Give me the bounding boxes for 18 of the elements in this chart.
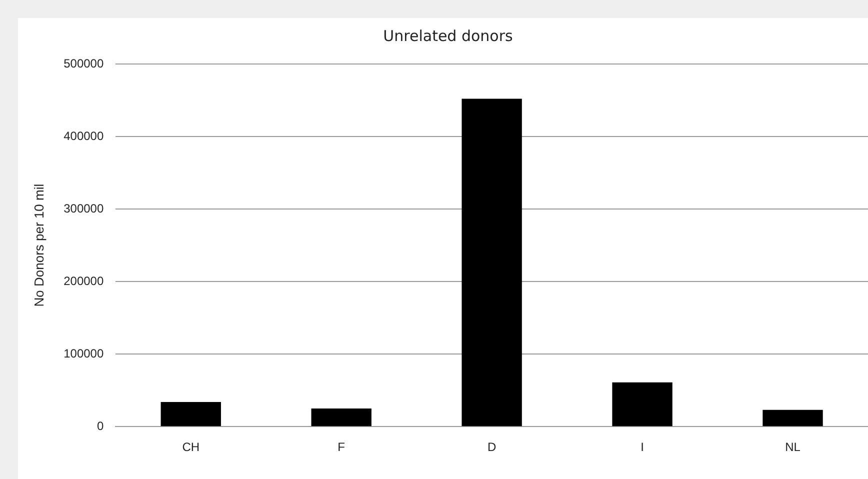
x-tick-label: I [640,440,644,454]
bar [160,402,221,426]
bar [462,98,522,426]
y-tick-label: 300000 [64,201,104,216]
y-tick-label: 200000 [64,274,104,288]
bar [612,382,672,426]
y-tick-label: 0 [96,418,104,433]
bar [311,408,372,426]
y-tick-label: 400000 [64,128,104,143]
y-axis-title: No Donors per 10 mil [31,184,46,307]
y-tick-label: 100000 [64,346,104,360]
x-tick-label: F [338,440,346,454]
x-tick-label: NL [785,440,801,454]
bar [762,410,823,426]
y-tick-label: 500000 [64,56,104,70]
x-tick-label: D [487,440,496,454]
chart-title: Unrelated donors [383,26,514,45]
x-tick-label: CH [182,440,200,454]
